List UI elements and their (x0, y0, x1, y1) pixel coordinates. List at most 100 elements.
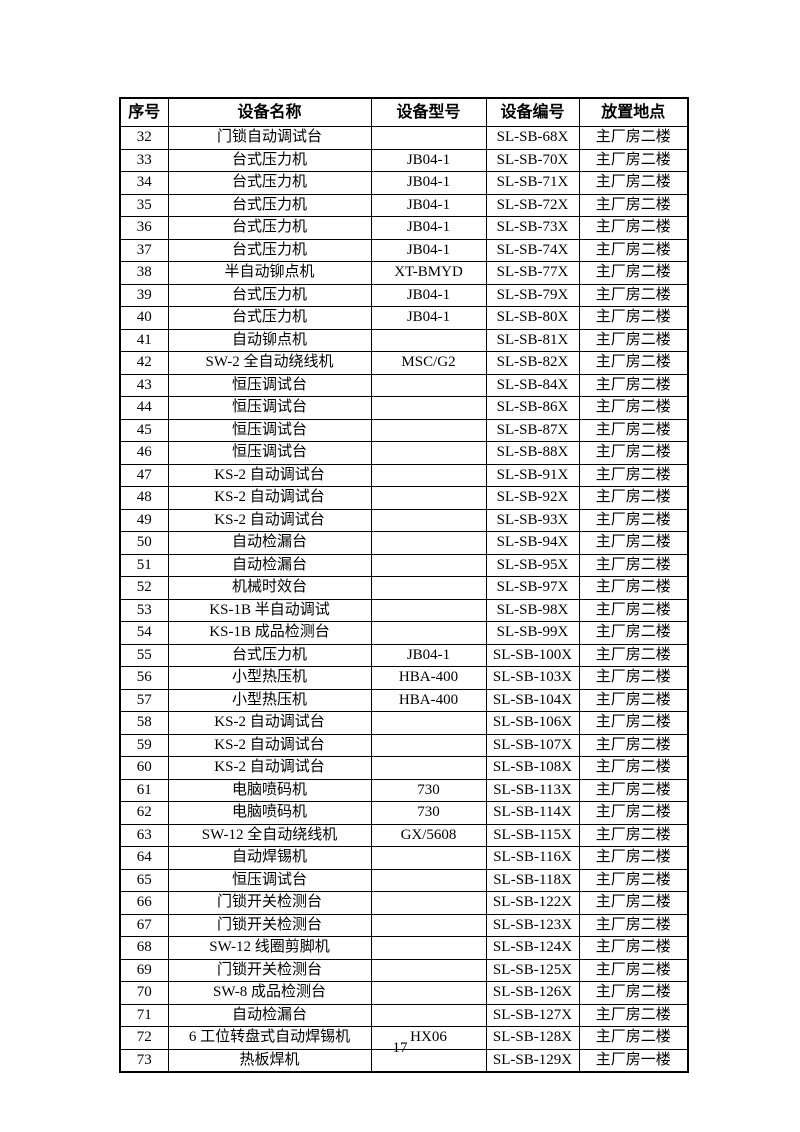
cell-location: 主厂房二楼 (578, 261, 689, 285)
table-row: 43 恒压调试台 SL-SB-84X 主厂房二楼 (119, 373, 689, 397)
cell-code: SL-SB-127X (485, 1003, 580, 1027)
cell-model (370, 958, 487, 982)
cell-code: SL-SB-77X (485, 261, 580, 285)
cell-serial: 59 (119, 733, 169, 757)
cell-model (370, 486, 487, 510)
cell-model (370, 936, 487, 960)
cell-name: KS-2 自动调试台 (167, 711, 372, 735)
table-body: 32 门锁自动调试台 SL-SB-68X 主厂房二楼 33 台式压力机 JB04-1 SL-S… (119, 126, 689, 1073)
cell-model: MSC/G2 (370, 351, 487, 375)
cell-name: KS-2 自动调试台 (167, 508, 372, 532)
cell-serial: 63 (119, 823, 169, 847)
table-row: 44 恒压调试台 SL-SB-86X 主厂房二楼 (119, 396, 689, 420)
cell-code: SL-SB-88X (485, 441, 580, 465)
cell-model (370, 441, 487, 465)
table-row: 41 自动铆点机 SL-SB-81X 主厂房二楼 (119, 328, 689, 352)
cell-serial: 64 (119, 846, 169, 870)
table-row: 72 6 工位转盘式自动焊锡机 HX06 SL-SB-128X 主厂房二楼 (119, 1026, 689, 1050)
cell-location: 主厂房二楼 (578, 283, 689, 307)
cell-serial: 48 (119, 486, 169, 510)
table-row: 69 门锁开关检测台 SL-SB-125X 主厂房二楼 (119, 958, 689, 982)
cell-code: SL-SB-125X (485, 958, 580, 982)
cell-code: SL-SB-71X (485, 171, 580, 195)
cell-name: KS-1B 半自动调试 (167, 598, 372, 622)
cell-serial: 62 (119, 801, 169, 825)
cell-model (370, 981, 487, 1005)
cell-code: SL-SB-97X (485, 576, 580, 600)
cell-model (370, 373, 487, 397)
cell-name: 台式压力机 (167, 283, 372, 307)
cell-location: 主厂房一楼 (578, 1048, 689, 1073)
cell-location: 主厂房二楼 (578, 958, 689, 982)
cell-serial: 57 (119, 688, 169, 712)
table-row: 33 台式压力机 JB04-1 SL-SB-70X 主厂房二楼 (119, 148, 689, 172)
cell-code: SL-SB-92X (485, 486, 580, 510)
cell-model (370, 891, 487, 915)
cell-model: JB04-1 (370, 306, 487, 330)
cell-name: 门锁开关检测台 (167, 891, 372, 915)
cell-location: 主厂房二楼 (578, 576, 689, 600)
cell-serial: 42 (119, 351, 169, 375)
cell-model: JB04-1 (370, 238, 487, 262)
cell-code: SL-SB-87X (485, 418, 580, 442)
table-row: 60 KS-2 自动调试台 SL-SB-108X 主厂房二楼 (119, 756, 689, 780)
cell-code: SL-SB-100X (485, 643, 580, 667)
cell-location: 主厂房二楼 (578, 193, 689, 217)
cell-model (370, 1003, 487, 1027)
table-row: 55 台式压力机 JB04-1 SL-SB-100X 主厂房二楼 (119, 643, 689, 667)
cell-name: SW-12 全自动绕线机 (167, 823, 372, 847)
cell-location: 主厂房二楼 (578, 531, 689, 555)
cell-location: 主厂房二楼 (578, 868, 689, 892)
cell-location: 主厂房二楼 (578, 328, 689, 352)
cell-name: 台式压力机 (167, 306, 372, 330)
cell-model: 730 (370, 801, 487, 825)
page-number: 17 (392, 1040, 408, 1056)
cell-code: SL-SB-98X (485, 598, 580, 622)
cell-name: 自动焊锡机 (167, 846, 372, 870)
table-row: 57 小型热压机 HBA-400 SL-SB-104X 主厂房二楼 (119, 688, 689, 712)
table-row: 37 台式压力机 JB04-1 SL-SB-74X 主厂房二楼 (119, 238, 689, 262)
cell-code: SL-SB-79X (485, 283, 580, 307)
cell-serial: 68 (119, 936, 169, 960)
cell-model (370, 913, 487, 937)
cell-serial: 50 (119, 531, 169, 555)
cell-model (370, 756, 487, 780)
cell-name: 台式压力机 (167, 643, 372, 667)
cell-code: SL-SB-91X (485, 463, 580, 487)
cell-model (370, 733, 487, 757)
cell-model (370, 531, 487, 555)
cell-code: SL-SB-74X (485, 238, 580, 262)
cell-serial: 32 (119, 126, 169, 150)
cell-location: 主厂房二楼 (578, 666, 689, 690)
cell-model: JB04-1 (370, 148, 487, 172)
cell-serial: 56 (119, 666, 169, 690)
cell-code: SL-SB-82X (485, 351, 580, 375)
table-row: 54 KS-1B 成品检测台 SL-SB-99X 主厂房二楼 (119, 621, 689, 645)
cell-serial: 45 (119, 418, 169, 442)
cell-location: 主厂房二楼 (578, 216, 689, 240)
cell-name: 电脑喷码机 (167, 801, 372, 825)
cell-model (370, 126, 487, 150)
cell-location: 主厂房二楼 (578, 418, 689, 442)
cell-serial: 40 (119, 306, 169, 330)
cell-name: 台式压力机 (167, 171, 372, 195)
cell-model: JB04-1 (370, 193, 487, 217)
cell-code: SL-SB-99X (485, 621, 580, 645)
cell-serial: 35 (119, 193, 169, 217)
cell-code: SL-SB-129X (485, 1048, 580, 1073)
cell-serial: 38 (119, 261, 169, 285)
cell-location: 主厂房二楼 (578, 688, 689, 712)
cell-code: SL-SB-126X (485, 981, 580, 1005)
cell-serial: 44 (119, 396, 169, 420)
cell-name: 热板焊机 (167, 1048, 372, 1073)
cell-name: KS-2 自动调试台 (167, 756, 372, 780)
table-row: 53 KS-1B 半自动调试 SL-SB-98X 主厂房二楼 (119, 598, 689, 622)
cell-code: SL-SB-68X (485, 126, 580, 150)
cell-location: 主厂房二楼 (578, 846, 689, 870)
cell-model (370, 711, 487, 735)
cell-code: SL-SB-95X (485, 553, 580, 577)
table-row: 47 KS-2 自动调试台 SL-SB-91X 主厂房二楼 (119, 463, 689, 487)
cell-model: 730 (370, 778, 487, 802)
cell-location: 主厂房二楼 (578, 913, 689, 937)
